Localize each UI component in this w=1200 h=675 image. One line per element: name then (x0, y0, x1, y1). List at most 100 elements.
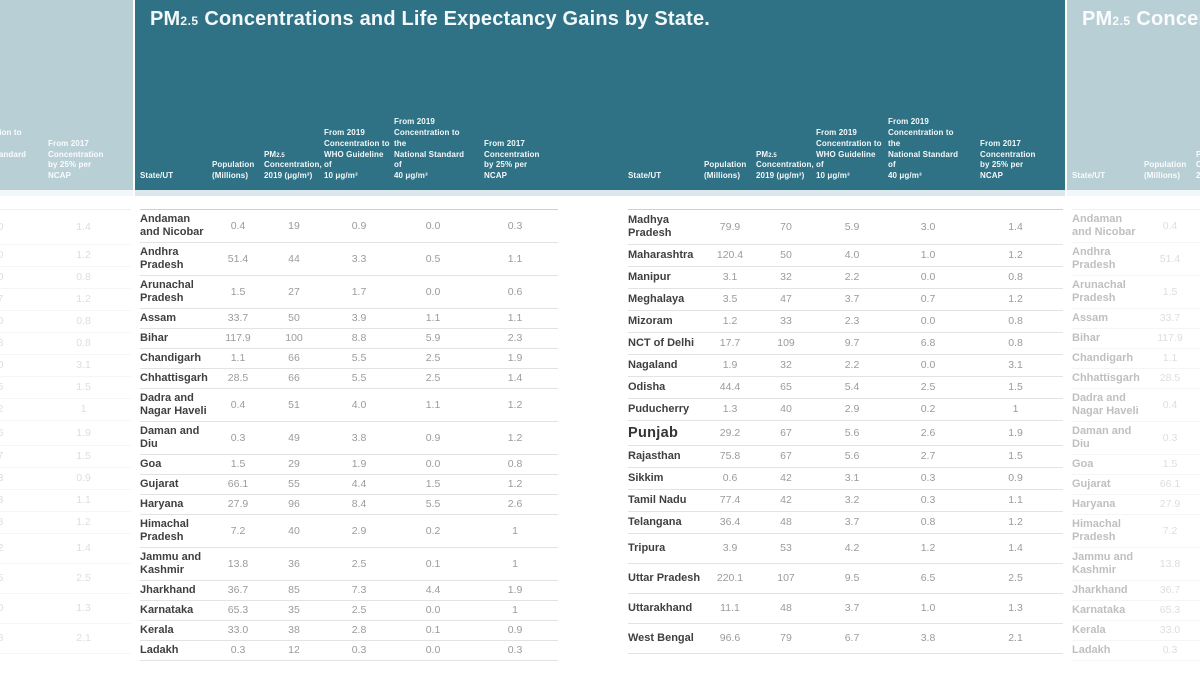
state-name-cell: Chandigarh (140, 352, 202, 364)
value-cell: 1.0 (0, 249, 4, 261)
header-band (1067, 0, 1200, 190)
table-row: Tripura 3.9 53 4.2 1.2 1.4 (628, 534, 1063, 564)
value-cell: 0.0 (425, 458, 441, 470)
value-cell: 0.3 (351, 644, 367, 656)
value-cell: 0.0 (425, 644, 441, 656)
value-cell: 3.5 (722, 293, 738, 305)
value-cell: 1.9 (76, 426, 91, 439)
value-cell: 0.3 (230, 431, 246, 444)
table-row: Nagaland 1.9 32 2.2 0.0 3.1 (628, 355, 1063, 377)
value-cell: 2.8 (351, 624, 367, 636)
value-cell: 0.8 (1008, 271, 1023, 283)
value-cell: 13.8 (227, 557, 249, 570)
pm25-prefix: PM (1196, 149, 1200, 159)
value-cell: 117.9 (1157, 332, 1183, 344)
value-cell: 0.8 (0, 516, 4, 528)
table-row: Telangana 36.4 48 3.7 0.8 1.2 (628, 512, 1063, 534)
value-cell: 19 (1196, 210, 1200, 243)
state-name-cell: Sikkim (628, 472, 664, 484)
state-name-cell: Tamil Nadu (628, 494, 687, 506)
carousel-slide-previous: PM2.5 Concentrations and Life Expectancy… (0, 0, 133, 675)
value-cell: 0.9 (425, 431, 441, 444)
value-cell: 1.1 (425, 312, 441, 324)
value-cell: 2.1 (1008, 632, 1023, 644)
value-cell: 109 (777, 337, 795, 349)
value-cell: 5.6 (844, 426, 860, 439)
state-name-cell: Punjab (628, 425, 679, 441)
value-cell: 9.5 (844, 572, 860, 584)
value-cell: 85 (1196, 581, 1200, 601)
title-text-suffix: Concentrations and Life Expectancy Gains… (198, 8, 711, 30)
value-cell: 35 (1196, 601, 1200, 621)
value-cell: 0.2 (0, 403, 4, 415)
value-cell: 35 (288, 604, 300, 616)
state-name-cell: Andaman and Nicobar (1072, 213, 1136, 238)
state-name-cell: Jammu and Kashmir (1072, 551, 1134, 576)
value-cell: 6.8 (0, 337, 4, 349)
value-cell: 65.3 (227, 604, 249, 616)
column-header-pm25: PM2.5 Concentration, 2019 (μg/m³) (264, 150, 324, 182)
state-name-cell: Assam (1072, 312, 1109, 324)
value-cell: 12 (1196, 641, 1200, 661)
value-cell: 2.2 (844, 359, 860, 371)
value-cell: 5.4 (844, 381, 860, 393)
value-cell: 40 (288, 524, 300, 537)
value-cell: 29 (1196, 455, 1200, 475)
table-row: Puducherry 1.3 40 2.9 0.2 1 (628, 399, 1063, 421)
value-cell: 27 (288, 285, 300, 298)
value-cell: 6.5 (920, 572, 936, 584)
value-cell: 0.9 (76, 472, 91, 484)
table-row: Gujarat 66.1 55 4.4 1.5 1.2 (140, 475, 558, 495)
value-cell: 51 (1196, 389, 1200, 422)
value-cell: 1 (80, 403, 87, 415)
state-name-cell: Maharashtra (628, 249, 694, 261)
value-cell: 33.7 (227, 312, 249, 324)
value-cell: 67 (780, 426, 792, 439)
value-cell: 38 (288, 624, 300, 636)
states-table-a-to-l: Andaman and Nicobar0.4190.90.00.3Andhra … (1072, 209, 1200, 661)
states-table-m-to-w: Madhya Pradesh79.9705.93.01.4Maharashtra… (0, 209, 131, 654)
value-cell: 0.0 (0, 315, 4, 327)
value-cell: 2.5 (351, 604, 367, 616)
header-table-gap (628, 190, 1063, 209)
column-headers: State/UT Population (Millions) PM2.5 Con… (1072, 0, 1200, 190)
value-cell: 38 (1196, 621, 1200, 641)
value-cell: 4.0 (351, 398, 367, 411)
value-cell: 3.7 (844, 293, 860, 305)
value-cell: 0.8 (1008, 315, 1023, 327)
value-cell: 100 (1196, 329, 1200, 349)
table-row: NCT of Delhi 17.7 109 9.7 6.8 0.8 (628, 333, 1063, 355)
value-cell: 8.4 (351, 498, 367, 510)
table-row: Odisha 44.4 65 5.4 2.5 1.5 (628, 377, 1063, 399)
value-cell: 1.1 (507, 312, 523, 324)
table-row: Haryana 27.9 96 8.4 5.5 2.6 (140, 495, 558, 515)
header-band-strip (1067, 190, 1200, 196)
table-row: Goa 1.5 29 1.9 0.0 0.8 (140, 455, 558, 475)
value-cell: 1.5 (1162, 458, 1178, 470)
header-band-strip (0, 190, 133, 196)
value-cell: 1.9 (351, 458, 367, 470)
table-left-half: State/UT Population (Millions) PM2.5 Con… (1072, 0, 1200, 661)
value-cell: 3.7 (844, 602, 860, 614)
state-name-cell: Meghalaya (628, 293, 685, 305)
header-band (135, 0, 1065, 190)
title-text-prefix: PM (1082, 8, 1113, 30)
column-header-national-standard: From 2019 Concentration to the National … (0, 128, 27, 159)
value-cell: 1.9 (1008, 426, 1023, 439)
value-cell: 1.2 (507, 431, 523, 444)
value-cell: 0.3 (0, 494, 4, 506)
table-left-half: State/UT Population (Millions) PM2.5 Con… (140, 0, 558, 661)
value-cell: 8.8 (351, 332, 367, 344)
state-name-cell: Jharkhand (1072, 584, 1128, 596)
value-cell: 0.2 (920, 403, 936, 415)
